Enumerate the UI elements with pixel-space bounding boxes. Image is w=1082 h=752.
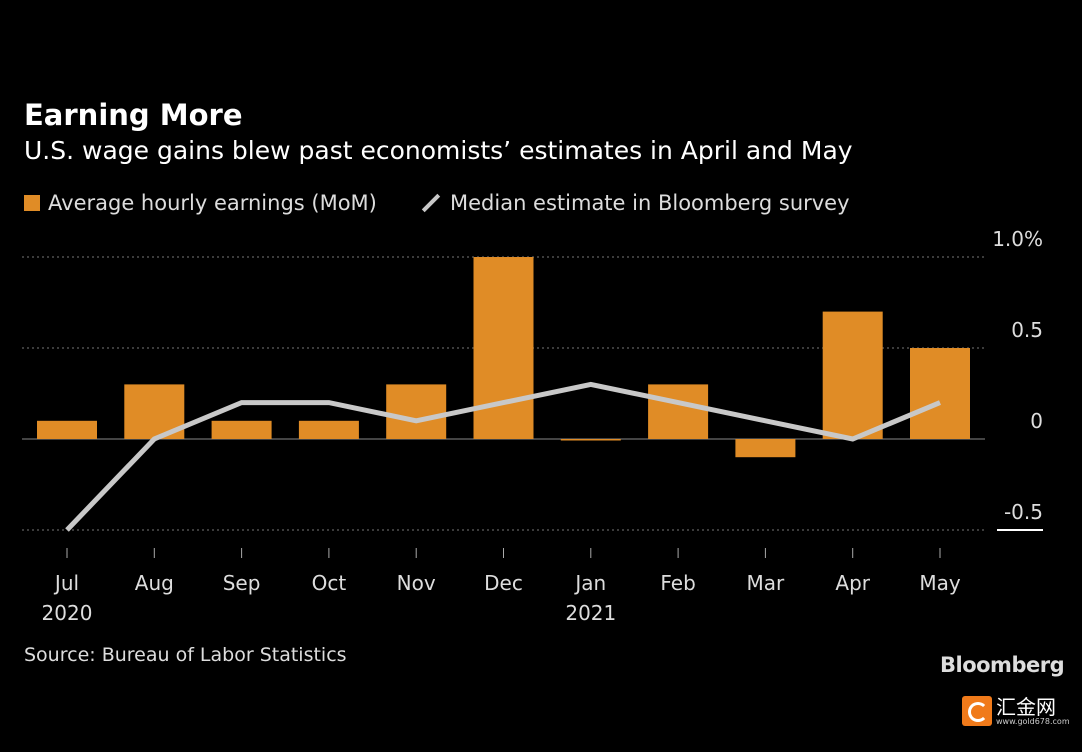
x-tick-label: Dec [484, 571, 523, 595]
x-tick-label: Nov [397, 571, 436, 595]
x-tick-label: Apr [835, 571, 870, 595]
bar-feb [648, 384, 709, 439]
bar-jul [37, 420, 97, 439]
legend-bar: Average hourly earnings (MoM) [24, 191, 377, 215]
bar-may [910, 348, 970, 439]
x-year-label: 2021 [565, 601, 616, 625]
bar-dec [473, 257, 534, 439]
chart-subtitle: U.S. wage gains blew past economists’ es… [24, 136, 853, 165]
y-tick-label: 0 [1030, 409, 1043, 433]
y-tick-label: -0.5 [1004, 500, 1043, 524]
bar-sep [211, 420, 272, 439]
watermark-name: 汇金网 [996, 694, 1056, 719]
y-tick-label: 0.5 [1011, 318, 1043, 342]
x-tick-label: Aug [135, 571, 174, 595]
x-tick-label: Feb [660, 571, 695, 595]
x-tick-label: Sep [223, 571, 261, 595]
source-note: Source: Bureau of Labor Statistics [24, 644, 347, 666]
x-tick-label: Jan [573, 571, 606, 595]
legend-bar-swatch [24, 195, 40, 211]
legend-bar-label: Average hourly earnings (MoM) [48, 191, 377, 215]
x-tick-label: Mar [747, 571, 786, 595]
x-tick-label: Jul [53, 571, 79, 595]
y-tick-label: 1.0% [992, 227, 1043, 251]
x-tick-label: Oct [312, 571, 347, 595]
chart-title: Earning More [24, 98, 243, 132]
median-estimate-line [65, 381, 941, 532]
x-year-label: 2020 [42, 601, 93, 625]
bar-oct [298, 420, 359, 439]
watermark-url: www.gold678.com [996, 716, 1070, 726]
legend-line-label: Median estimate in Bloomberg survey [450, 191, 850, 215]
bar-apr [822, 311, 883, 439]
watermark-logo-icon [962, 696, 992, 726]
bloomberg-logo: Bloomberg [940, 653, 1065, 677]
x-tick-label: May [919, 571, 961, 595]
bar-mar [735, 439, 796, 458]
bar-jan [560, 439, 621, 441]
bar-nov [386, 384, 447, 439]
legend-line: Median estimate in Bloomberg survey [420, 191, 850, 215]
watermark: 汇金网 www.gold678.com [962, 696, 1070, 726]
